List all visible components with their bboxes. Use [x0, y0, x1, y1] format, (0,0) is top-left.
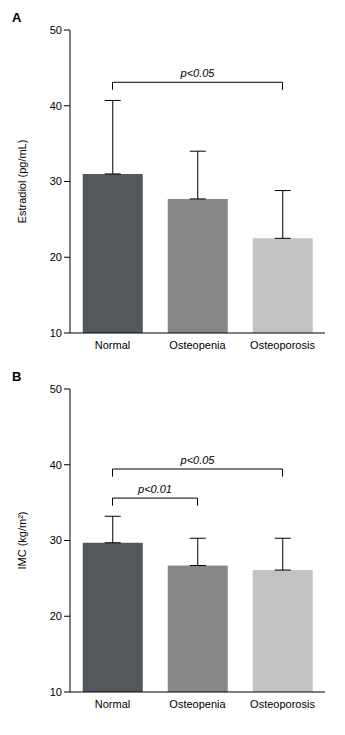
svg-text:50: 50	[50, 383, 62, 395]
svg-text:Osteopenia: Osteopenia	[169, 339, 226, 351]
svg-text:Osteoporosis: Osteoporosis	[250, 698, 315, 710]
svg-text:p<0.05: p<0.05	[180, 454, 216, 466]
svg-text:Normal: Normal	[95, 339, 130, 351]
svg-text:10: 10	[50, 327, 62, 339]
svg-text:20: 20	[50, 610, 62, 622]
svg-text:40: 40	[50, 459, 62, 471]
svg-text:p<0.05: p<0.05	[180, 67, 216, 79]
svg-text:20: 20	[50, 251, 62, 263]
svg-text:30: 30	[50, 534, 62, 546]
svg-text:10: 10	[50, 686, 62, 698]
svg-text:Normal: Normal	[95, 698, 130, 710]
html-text:B: B	[12, 369, 22, 384]
svg-text:Estradiol (pg/mL): Estradiol (pg/mL)	[16, 140, 28, 224]
html-text:A: A	[12, 10, 22, 25]
svg-text:IMC (kg/m²): IMC (kg/m²)	[16, 511, 28, 569]
svg-text:30: 30	[50, 175, 62, 187]
svg-text:p<0.01: p<0.01	[137, 483, 172, 495]
svg-text:40: 40	[50, 100, 62, 112]
svg-text:50: 50	[50, 24, 62, 36]
svg-text:Osteopenia: Osteopenia	[169, 698, 226, 710]
svg-text:Osteoporosis: Osteoporosis	[250, 339, 315, 351]
